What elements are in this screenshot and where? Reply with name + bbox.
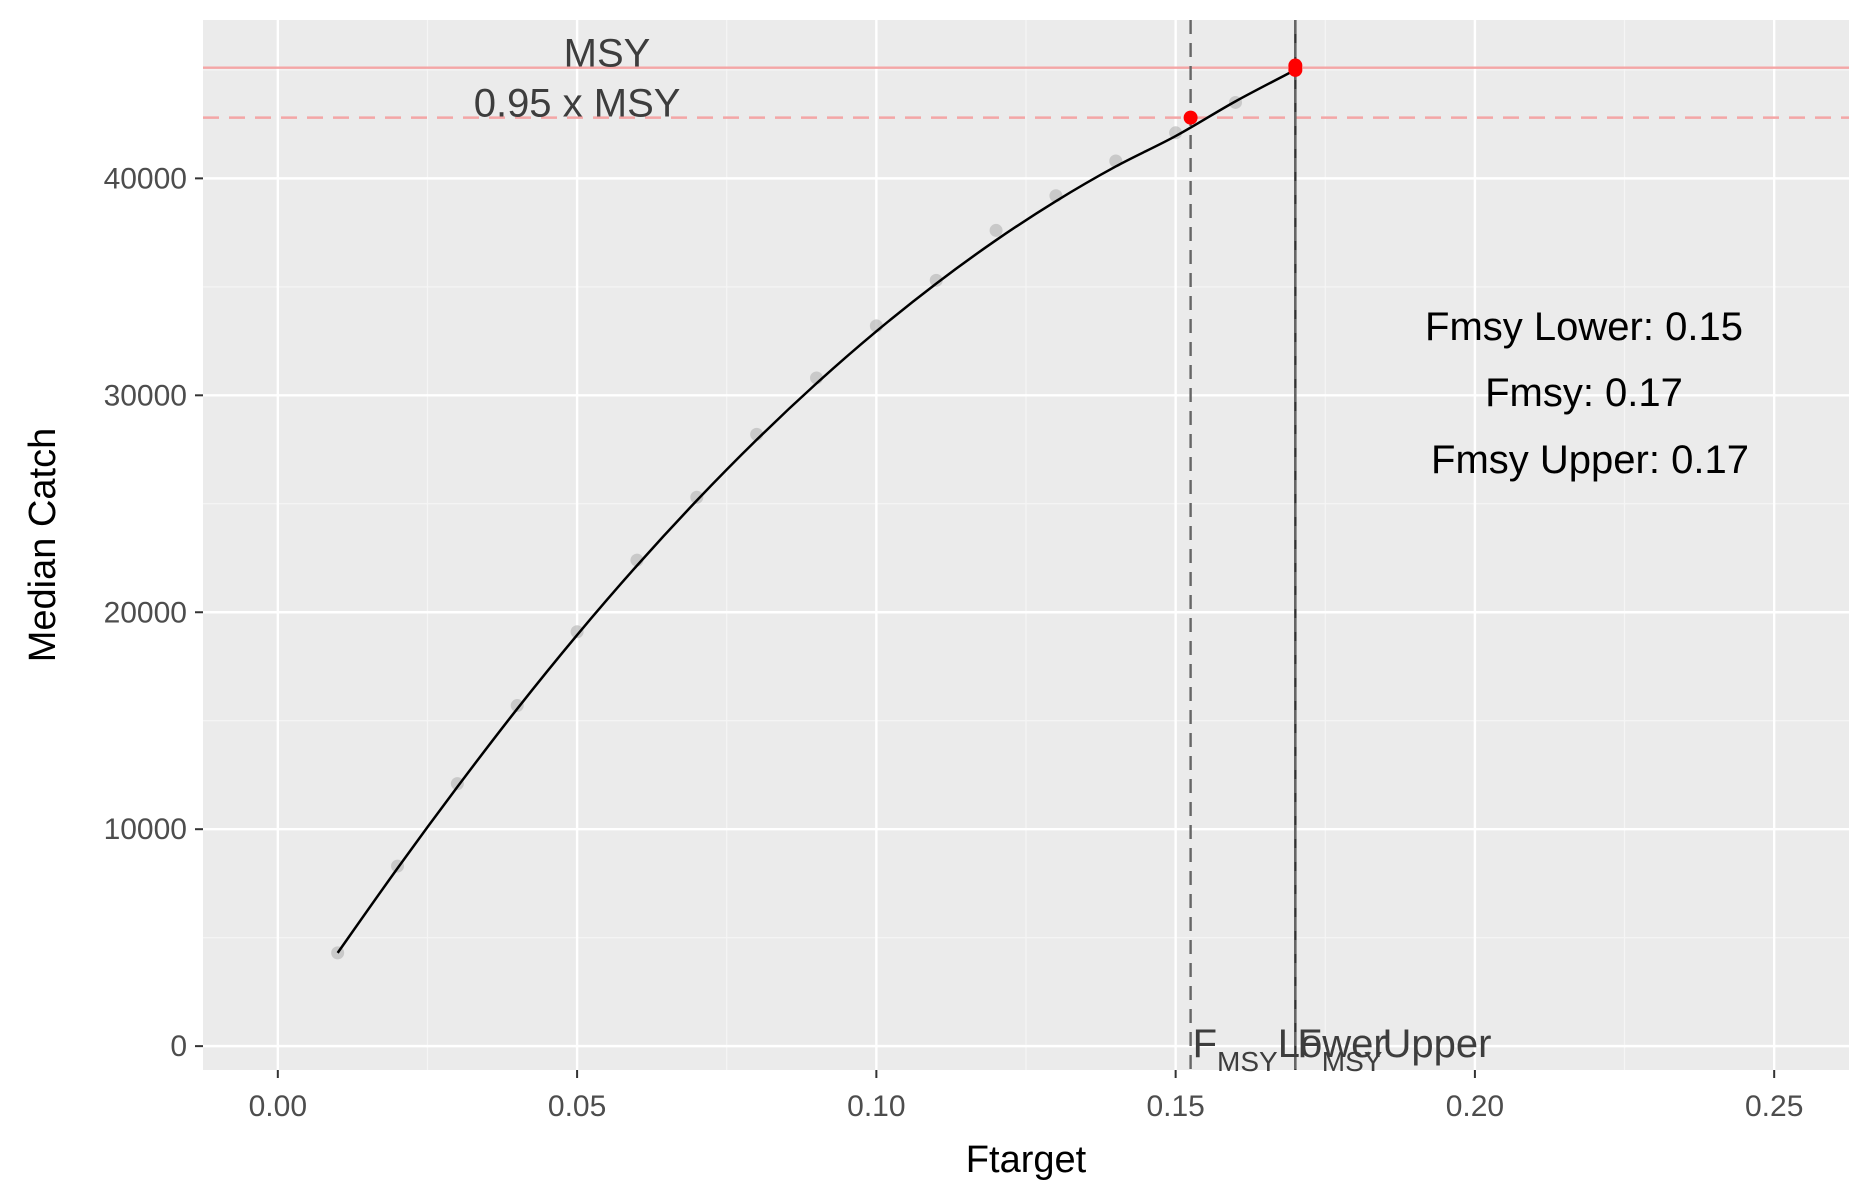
y-tick-label: 10000	[104, 813, 187, 846]
smooth-curve	[336, 68, 1296, 954]
y-axis-title: Median Catch	[22, 428, 64, 662]
fmsy-lower-sub: MSY	[1217, 1046, 1278, 1077]
highlight-points	[1183, 58, 1303, 125]
fmsy-upper-f: F	[1297, 1022, 1321, 1066]
grid	[203, 20, 1849, 1070]
fmsy-lower-line-label: FMSYLower	[1193, 1022, 1387, 1077]
annotation-fmsy: Fmsy: 0.17	[1485, 371, 1683, 415]
fmsy-lower-suffix: Lower	[1278, 1022, 1387, 1066]
x-axis: 0.00 0.05 0.10 0.15 0.20 0.25	[249, 1070, 1803, 1123]
x-tick-label: 0.05	[548, 1090, 606, 1123]
data-point	[1169, 126, 1183, 140]
y-tick-label: 0	[170, 1030, 187, 1063]
y-tick-label: 40000	[104, 162, 187, 195]
data-point	[570, 625, 584, 639]
data-point	[690, 490, 704, 504]
x-tick-label: 0.25	[1745, 1090, 1803, 1123]
data-point	[929, 273, 943, 287]
data-point	[989, 223, 1003, 237]
annotation-fmsy-lower: Fmsy Lower: 0.15	[1425, 305, 1743, 349]
x-tick-label: 0.10	[847, 1090, 905, 1123]
y-tick-label: 20000	[104, 596, 187, 629]
x-tick-label: 0.00	[249, 1090, 307, 1123]
data-point	[450, 777, 464, 791]
annotation-fmsy-upper: Fmsy Upper: 0.17	[1431, 438, 1749, 482]
msy-95-label: 0.95 x MSY	[474, 82, 681, 126]
x-tick-label: 0.15	[1146, 1090, 1204, 1123]
x-tick-label: 0.20	[1446, 1090, 1504, 1123]
highlight-point	[1183, 110, 1198, 125]
highlight-point	[1288, 58, 1303, 73]
reference-lines	[203, 20, 1849, 1070]
data-point	[510, 699, 524, 713]
fmsy-lower-f: F	[1193, 1022, 1217, 1066]
fmsy-upper-suffix: Upper	[1382, 1022, 1491, 1066]
y-axis: 0 10000 20000 30000 40000	[104, 162, 203, 1063]
x-axis-title: Ftarget	[966, 1139, 1087, 1181]
y-tick-label: 30000	[104, 379, 187, 412]
fmsy-upper-sub: MSY	[1322, 1046, 1383, 1077]
msy-label: MSY	[564, 32, 651, 76]
fmsy-upper-line-label: FMSYUpper	[1297, 1022, 1491, 1077]
